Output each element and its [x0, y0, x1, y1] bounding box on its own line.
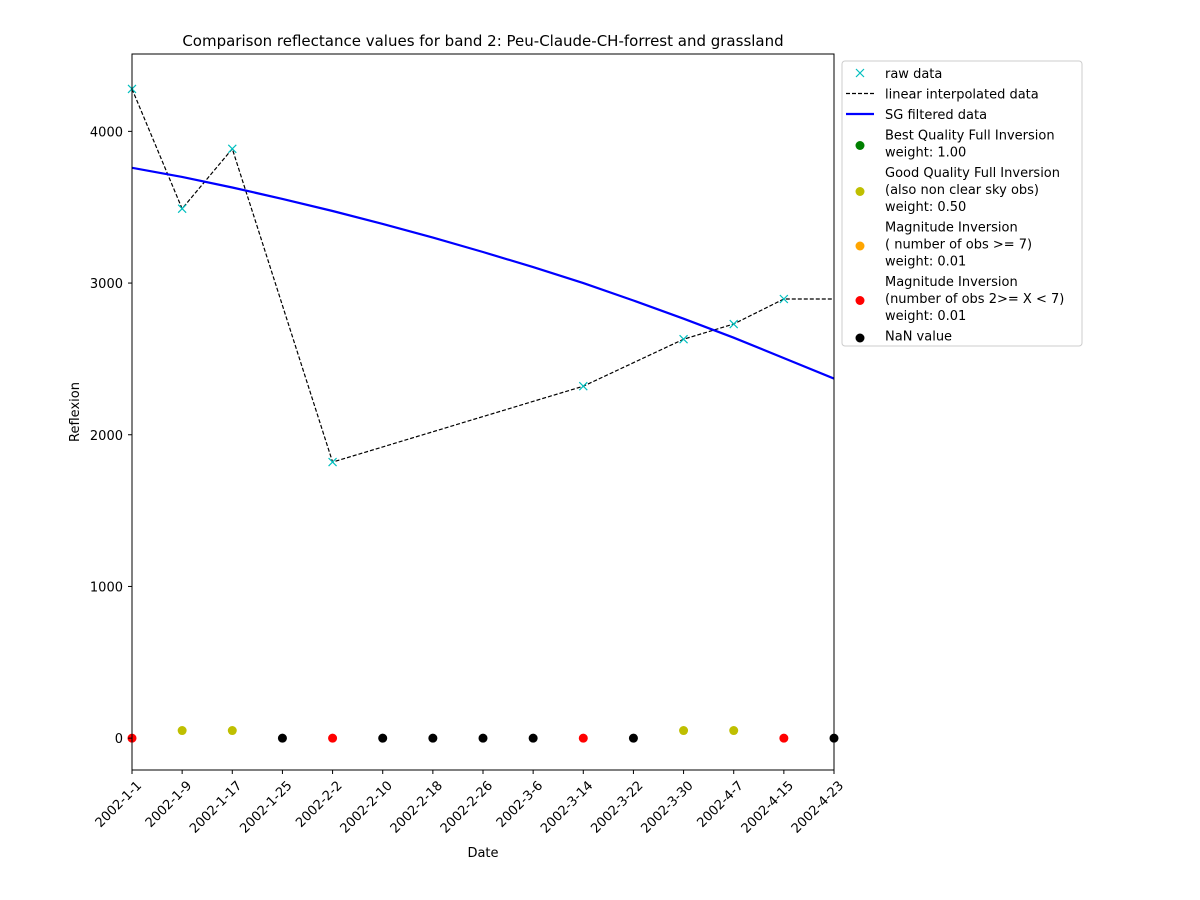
x-tick-label: 2002-1-1	[93, 778, 145, 830]
legend-label: Magnitude Inversion	[885, 221, 1018, 236]
legend-label: raw data	[885, 67, 942, 82]
y-tick-label: 4000	[90, 125, 123, 140]
quality-point	[177, 726, 187, 736]
legend-label: weight: 0.50	[885, 200, 966, 215]
legend-label: ( number of obs >= 7)	[885, 238, 1032, 253]
y-tick-label: 1000	[90, 580, 123, 595]
quality-point	[528, 733, 538, 743]
legend: raw data linear interpolated data SG filte…	[841, 60, 1083, 347]
x-tick-label: 2002-2-10	[338, 778, 396, 836]
quality-point	[227, 726, 237, 736]
y-tick-label: 0	[115, 732, 123, 747]
plot-area	[127, 84, 839, 743]
legend-quality-marker	[855, 241, 865, 251]
quality-point	[378, 733, 388, 743]
x-tick-label: 2002-1-9	[143, 778, 195, 830]
raw-data-point	[729, 319, 739, 329]
raw-data-point	[328, 457, 337, 467]
chart-title: Comparison reflectance values for band 2…	[182, 32, 783, 50]
x-tick-label: 2002-1-25	[237, 778, 295, 836]
legend-quality-marker	[855, 333, 865, 343]
quality-point	[478, 733, 488, 743]
x-tick-label: 2002-1-17	[187, 778, 245, 836]
raw-data-point	[578, 381, 588, 391]
x-tick-label: 2002-2-26	[438, 778, 496, 836]
legend-label: linear interpolated data	[885, 88, 1039, 103]
x-axis-label: Date	[467, 846, 498, 861]
quality-point	[729, 726, 739, 736]
legend-label: Magnitude Inversion	[885, 275, 1018, 290]
x-tick-label: 2002-3-22	[588, 778, 646, 836]
legend-label: Best Quality Full Inversion	[885, 129, 1055, 144]
legend-raw-data-marker	[855, 68, 865, 78]
legend-label: weight: 1.00	[885, 146, 966, 161]
legend-label: SG filtered data	[885, 108, 987, 123]
x-axis: 2002-1-12002-1-92002-1-172002-1-252002-2…	[93, 770, 847, 837]
y-axis: 0 1000 2000 3000 4000	[90, 125, 132, 747]
legend-box	[841, 60, 1083, 347]
x-tick-label: 2002-3-14	[538, 778, 596, 836]
legend-quality-marker	[855, 141, 865, 150]
interpolated-line	[132, 88, 834, 463]
quality-point	[277, 733, 287, 743]
legend-label: Good Quality Full Inversion	[885, 166, 1060, 181]
x-tick-label: 2002-3-6	[494, 778, 546, 830]
quality-point	[628, 733, 638, 743]
x-tick-label: 2002-4-23	[789, 778, 847, 836]
x-tick-label: 2002-4-7	[694, 778, 746, 830]
raw-data-point	[227, 144, 237, 154]
quality-point	[679, 726, 689, 736]
legend-quality-marker	[855, 296, 865, 305]
x-tick-label: 2002-4-15	[739, 778, 797, 836]
quality-point	[779, 733, 789, 743]
legend-quality-marker	[855, 187, 865, 196]
quality-point	[578, 733, 588, 743]
legend-label: NaN value	[885, 330, 952, 345]
quality-point	[328, 733, 338, 743]
legend-label: weight: 0.01	[885, 255, 966, 270]
legend-label: (number of obs 2>= X < 7)	[885, 292, 1064, 307]
plot-frame	[131, 53, 835, 771]
raw-data-point	[679, 334, 688, 344]
legend-label: (also non clear sky obs)	[885, 183, 1039, 198]
sg-filtered-line	[132, 166, 834, 380]
x-tick-label: 2002-2-2	[293, 778, 345, 830]
y-tick-label: 2000	[90, 429, 123, 444]
quality-point	[428, 733, 438, 743]
raw-data-point	[177, 204, 187, 214]
y-axis-label: Reflexion	[68, 382, 83, 442]
legend-label: weight: 0.01	[885, 309, 966, 324]
x-tick-label: 2002-3-30	[638, 778, 696, 836]
x-tick-label: 2002-2-18	[388, 778, 446, 836]
y-tick-label: 3000	[90, 277, 123, 292]
raw-data-point	[779, 294, 789, 304]
